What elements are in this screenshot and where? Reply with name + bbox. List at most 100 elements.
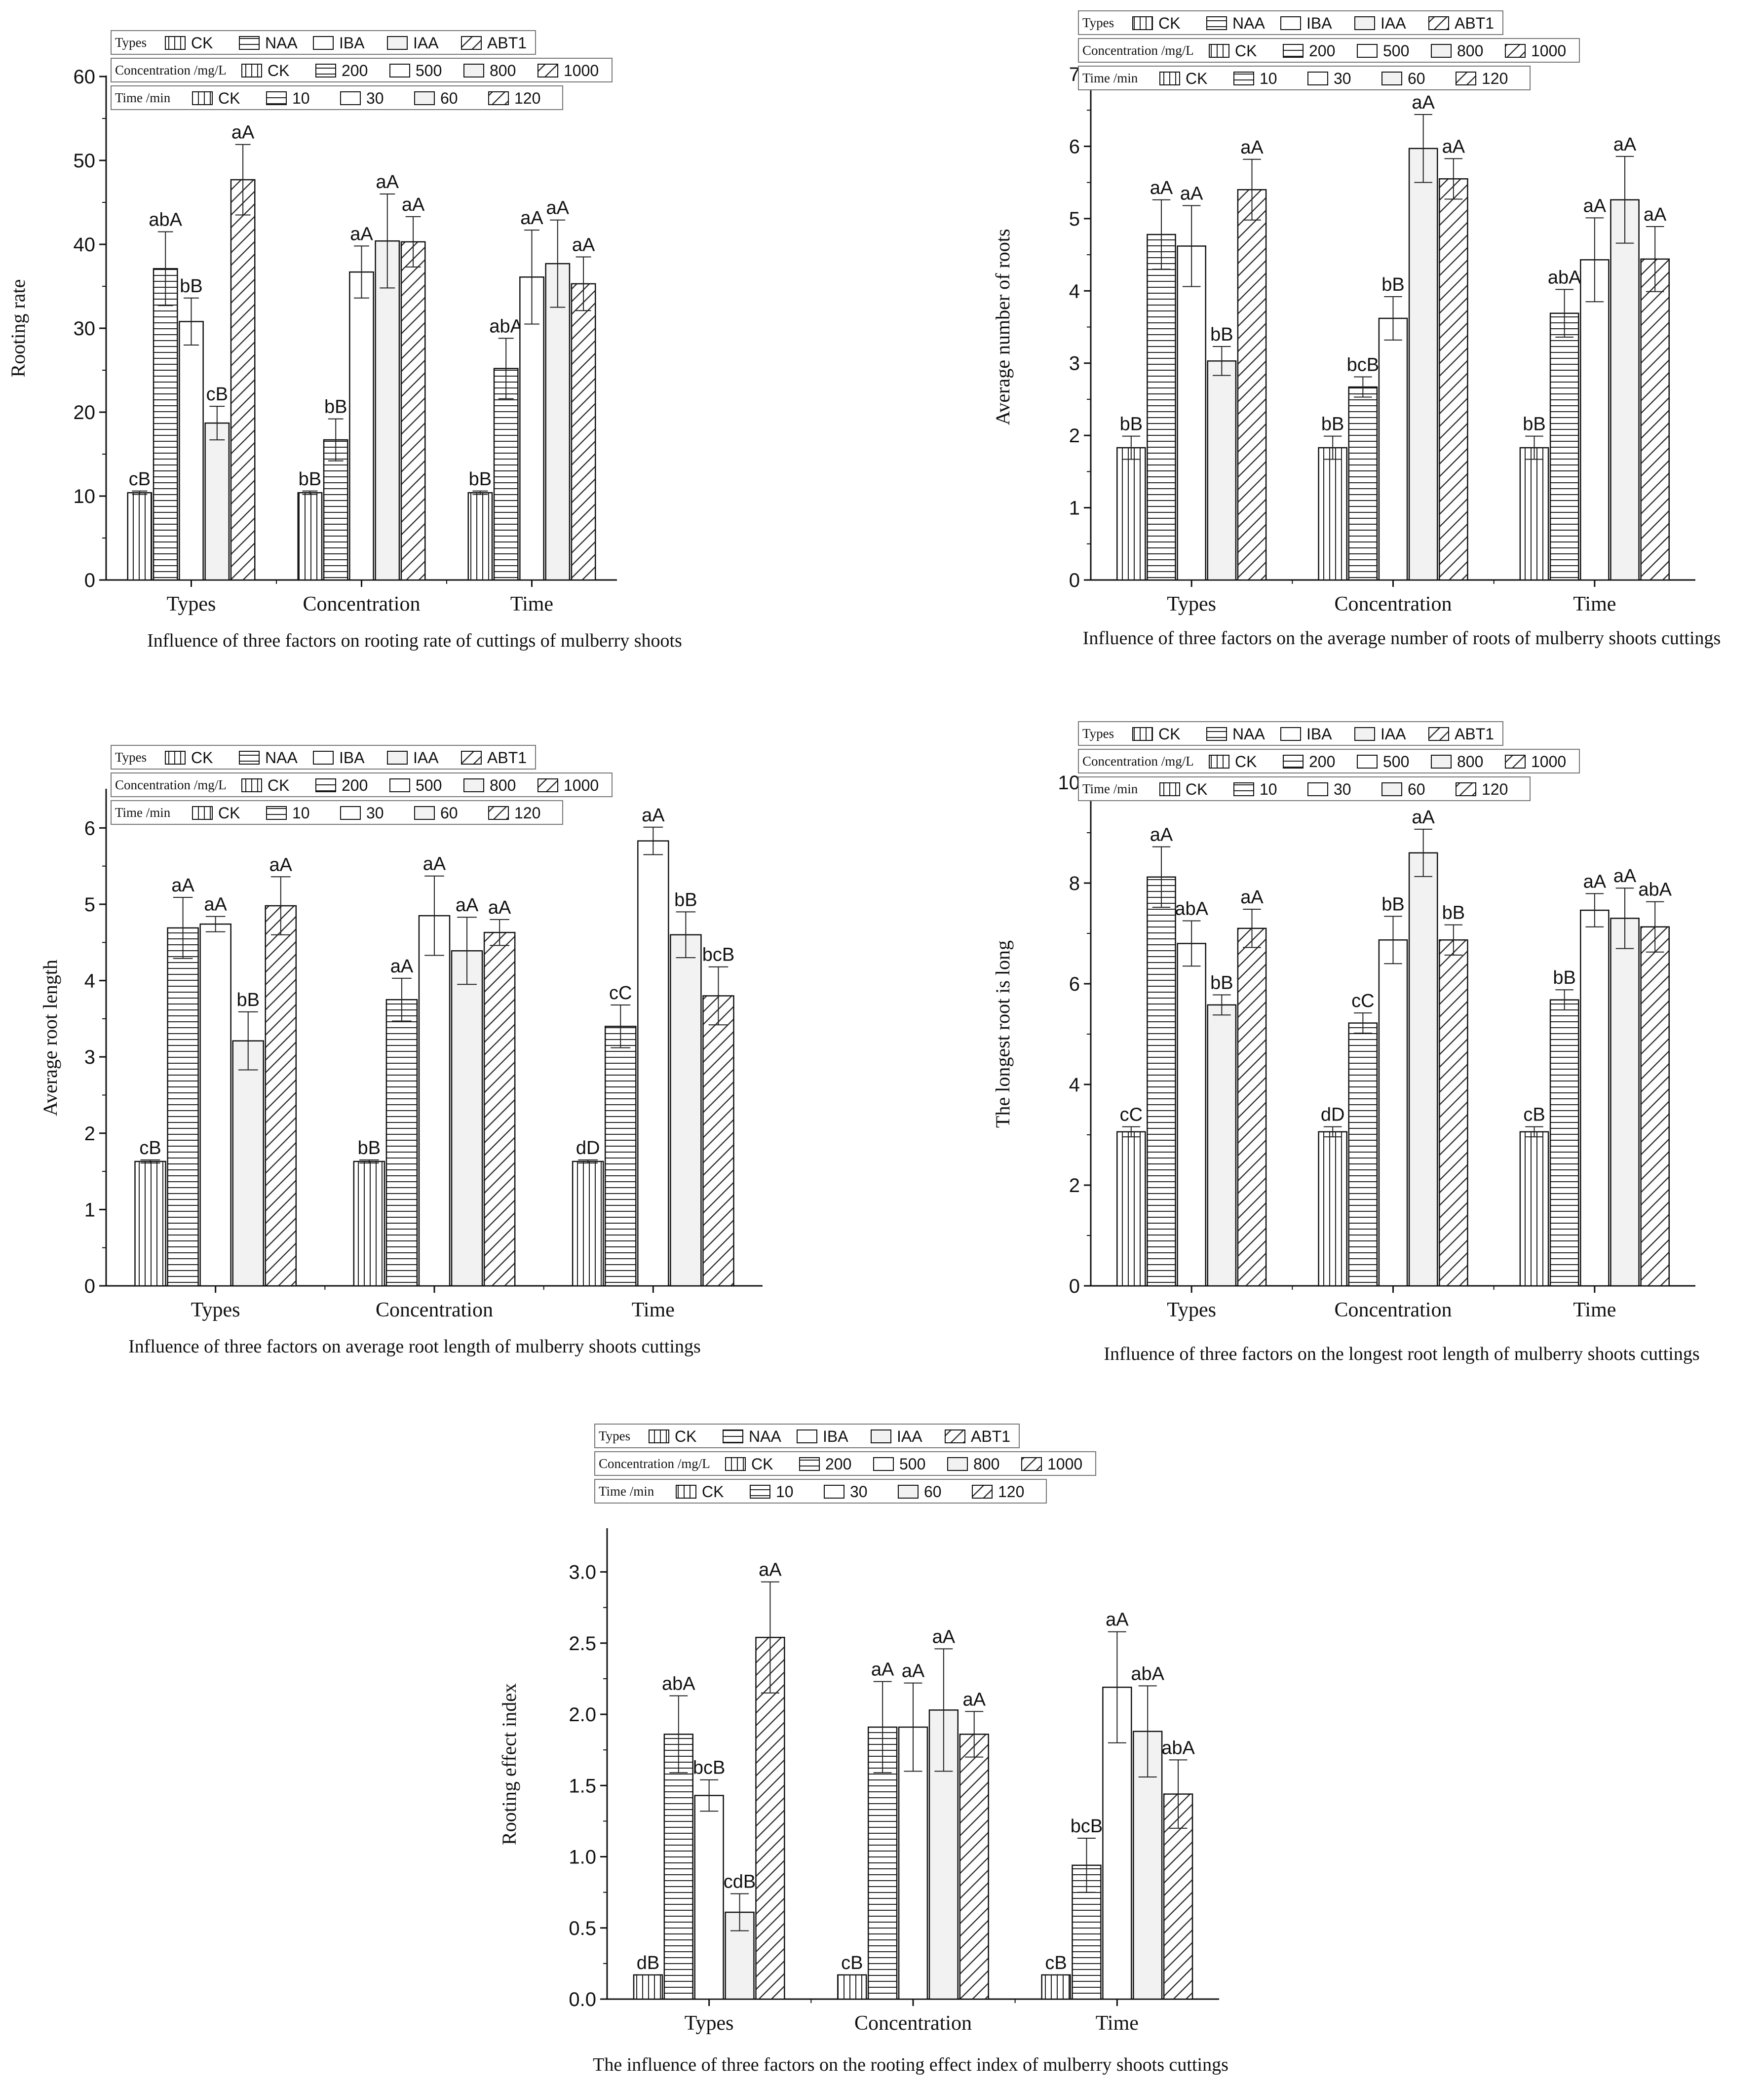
bar-concentration-2 bbox=[1348, 386, 1378, 581]
bar-types-4 bbox=[232, 1040, 265, 1287]
significance-label: aA bbox=[488, 897, 511, 918]
legend-entry-label: 1000 bbox=[564, 62, 599, 79]
significance-label: bB bbox=[1321, 414, 1344, 435]
chart-panel-3: 0 1 2 3 4 5 6 Types cB aA aA bB aA Concentration bB aA a… bbox=[39, 745, 763, 1357]
legend-entry-label: 500 bbox=[416, 62, 442, 79]
x-category-label: Concentration bbox=[1335, 593, 1452, 616]
significance-label: aA bbox=[1150, 825, 1173, 846]
bar-types-4 bbox=[1207, 1004, 1237, 1287]
y-tick-label: 40 bbox=[74, 234, 96, 256]
y-tick-label: 30 bbox=[74, 318, 96, 340]
significance-label: abA bbox=[489, 316, 523, 337]
bar-concentration-5 bbox=[959, 1734, 989, 2000]
legend-swatch bbox=[1159, 782, 1180, 796]
bar-types-2 bbox=[153, 268, 178, 581]
charts-layer: 0102030405060TypescBabAbBcBaAConcentrati… bbox=[7, 10, 1721, 2075]
significance-label: bcB bbox=[1071, 1816, 1103, 1837]
legend-swatch bbox=[241, 778, 262, 792]
bar-types-5 bbox=[755, 1636, 785, 2000]
legend-row-box bbox=[1078, 776, 1531, 801]
legend-swatch bbox=[313, 751, 334, 765]
bar-concentration-2 bbox=[1348, 1022, 1378, 1287]
y-tick-label: 7 bbox=[1069, 64, 1080, 85]
significance-label: abA bbox=[1131, 1663, 1164, 1684]
legend-row-box bbox=[111, 58, 613, 82]
bar-concentration-2 bbox=[385, 999, 418, 1287]
legend-entry-label: IBA bbox=[339, 749, 365, 767]
legend-swatch bbox=[414, 91, 435, 105]
chart-caption: Influence of three factors on rooting ra… bbox=[147, 630, 682, 651]
legend-swatch bbox=[824, 1485, 844, 1499]
legend-entry-label: CK bbox=[1158, 725, 1180, 743]
legend-swatch bbox=[488, 91, 509, 105]
significance-label: bB bbox=[1381, 894, 1404, 915]
y-tick-label: 1.5 bbox=[569, 1775, 596, 1797]
significance-label: abA bbox=[1175, 899, 1208, 920]
bar-concentration-1 bbox=[1318, 447, 1347, 581]
legend-swatch bbox=[537, 64, 558, 77]
legend-entry-label: CK bbox=[702, 1483, 724, 1501]
legend-entry-label: CK bbox=[1186, 780, 1207, 798]
legend-swatch bbox=[1307, 782, 1328, 796]
y-tick-label: 6 bbox=[84, 817, 95, 839]
legend-swatch bbox=[463, 778, 484, 792]
significance-label: aA bbox=[1150, 178, 1173, 198]
legend-entry-label: IBA bbox=[1306, 14, 1332, 32]
legend-swatch bbox=[1132, 727, 1153, 741]
significance-label: abA bbox=[662, 1674, 695, 1695]
y-tick-label: 4 bbox=[84, 970, 95, 992]
chart-panel-5: 0.0 0.5 1.0 1.5 2.0 2.5 3.0 Types dB abA bcB cdB aA C… bbox=[498, 1424, 1228, 2075]
bar-time-5 bbox=[702, 995, 734, 1287]
bar-concentration-5 bbox=[1439, 939, 1468, 1287]
significance-label: cB bbox=[1045, 1953, 1067, 1973]
bar-types-3 bbox=[199, 923, 231, 1287]
bar-concentration-3 bbox=[1378, 317, 1408, 581]
x-category-label: Time bbox=[510, 593, 553, 616]
legend-swatch bbox=[1381, 72, 1402, 85]
legend-entry-label: CK bbox=[675, 1428, 696, 1445]
y-tick-label: 6 bbox=[1069, 973, 1080, 995]
legend-swatch bbox=[165, 751, 186, 765]
y-tick-label: 20 bbox=[74, 402, 96, 424]
y-tick-label: 2.5 bbox=[569, 1633, 596, 1655]
significance-label: aA bbox=[962, 1689, 986, 1710]
legend-swatch bbox=[649, 1429, 669, 1443]
x-category-label: Types bbox=[191, 1299, 240, 1321]
legend-entry-label: NAA bbox=[749, 1428, 781, 1445]
legend-entry-label: 120 bbox=[514, 89, 540, 107]
legend-entry-label: 1000 bbox=[1531, 753, 1566, 771]
bar-concentration-3 bbox=[418, 915, 451, 1287]
legend-entry-label: IBA bbox=[823, 1428, 848, 1445]
chart-panel-1: 0 10 20 30 40 50 60 Types cB abA bB cB aA Concentrati… bbox=[7, 30, 682, 651]
bar-concentration-2 bbox=[323, 439, 348, 581]
legend-entry-label: 10 bbox=[292, 89, 310, 107]
x-category-label: Types bbox=[685, 2012, 734, 2035]
legend-swatch bbox=[871, 1429, 891, 1443]
significance-label: dD bbox=[576, 1138, 600, 1158]
legend-swatch bbox=[315, 64, 336, 77]
legend-swatch bbox=[1209, 755, 1229, 769]
significance-label: bB bbox=[469, 469, 492, 490]
legend-entry-label: 120 bbox=[514, 804, 540, 822]
significance-label: bB bbox=[1120, 414, 1143, 435]
legend-entry-label: ABT1 bbox=[1455, 725, 1494, 743]
significance-label: aA bbox=[1240, 887, 1264, 908]
significance-label: aA bbox=[350, 224, 373, 244]
bar-types-3 bbox=[179, 321, 204, 581]
legend-entry-label: CK bbox=[191, 749, 213, 767]
legend-entry-label: 30 bbox=[366, 89, 384, 107]
legend-swatch bbox=[192, 91, 213, 105]
significance-label: aA bbox=[390, 956, 414, 977]
bar-types-5 bbox=[1237, 189, 1267, 581]
x-category-label: Time bbox=[1573, 1299, 1616, 1321]
legend-swatch bbox=[1354, 16, 1375, 30]
y-tick-label: 4 bbox=[1069, 280, 1080, 302]
significance-label: aA bbox=[423, 854, 446, 875]
significance-label: bB bbox=[180, 276, 202, 297]
y-axis-title: Average number of roots bbox=[992, 229, 1014, 425]
legend-entry-label: CK bbox=[218, 804, 240, 822]
legend-entry-label: 60 bbox=[440, 804, 458, 822]
legend-swatch bbox=[1280, 16, 1301, 30]
bar-concentration-3 bbox=[898, 1726, 928, 2000]
